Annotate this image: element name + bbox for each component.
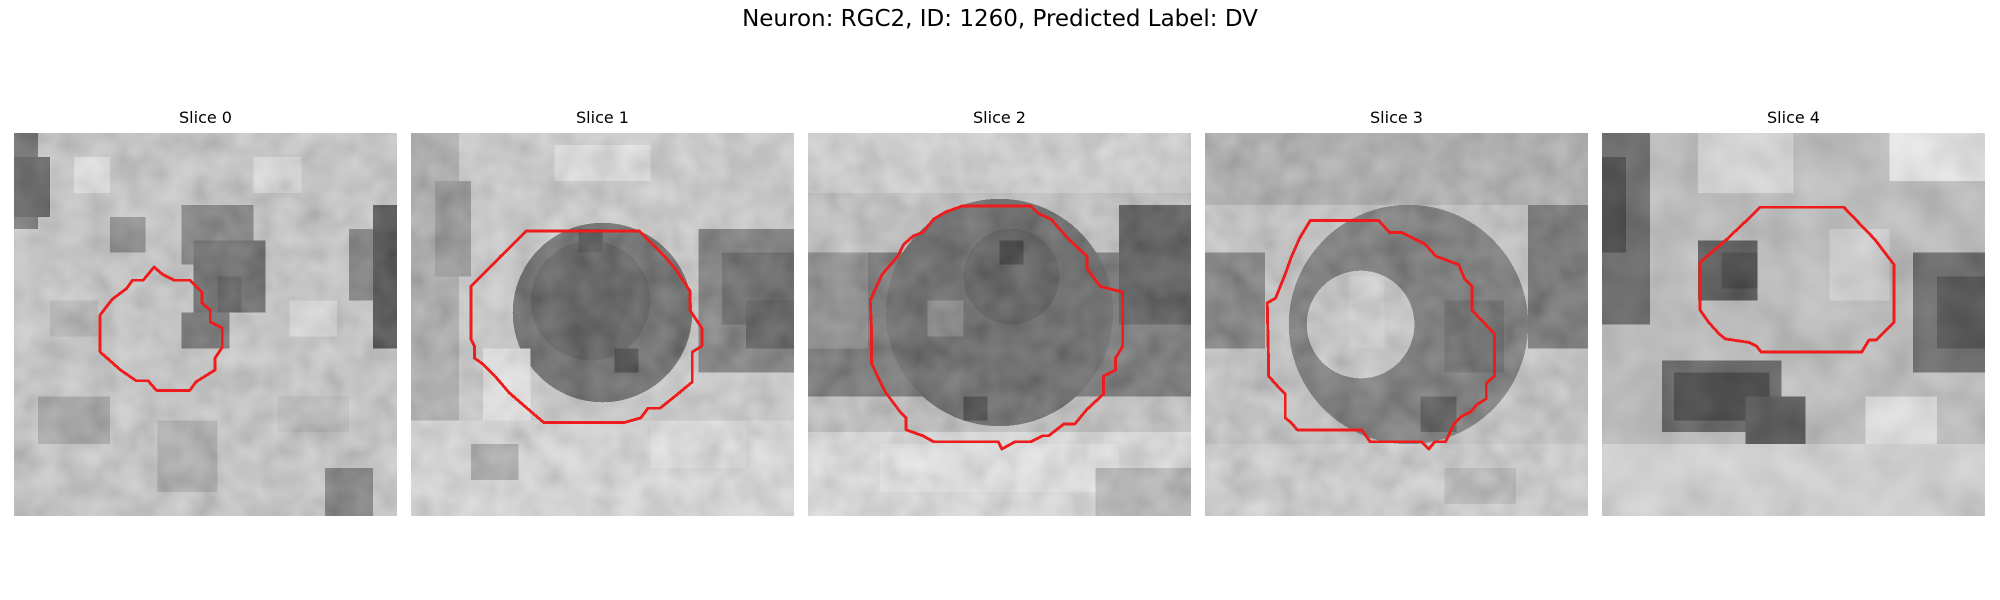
cell-contour [469, 229, 704, 425]
slice-panel-3: Slice 3 [1205, 108, 1588, 518]
slice-title-4: Slice 4 [1767, 108, 1820, 127]
cell-contour [868, 204, 1125, 451]
cell-contour [1265, 218, 1497, 451]
slice-panel-4: Slice 4 [1602, 108, 1985, 518]
slice-image-1 [411, 133, 794, 516]
slice-panels: Slice 0 [14, 108, 1986, 518]
cell-contour [1698, 205, 1896, 354]
slice-title-2: Slice 2 [973, 108, 1026, 127]
slice-image-4 [1602, 133, 1985, 516]
figure-title: Neuron: RGC2, ID: 1260, Predicted Label:… [742, 6, 1258, 32]
slice-title-3: Slice 3 [1370, 108, 1423, 127]
slice-image-3 [1205, 133, 1588, 516]
slice-panel-1: Slice 1 [411, 108, 794, 518]
slice-title-1: Slice 1 [576, 108, 629, 127]
slice-title-0: Slice 0 [179, 108, 232, 127]
slice-panel-0: Slice 0 [14, 108, 397, 518]
slice-panel-2: Slice 2 [808, 108, 1191, 518]
slice-image-2 [808, 133, 1191, 516]
cell-contour [98, 265, 224, 392]
slice-image-0 [14, 133, 397, 516]
